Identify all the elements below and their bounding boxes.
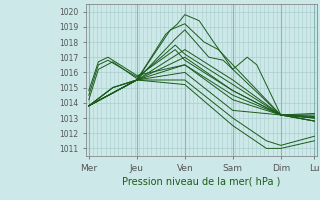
X-axis label: Pression niveau de la mer( hPa ): Pression niveau de la mer( hPa ) (123, 177, 281, 187)
